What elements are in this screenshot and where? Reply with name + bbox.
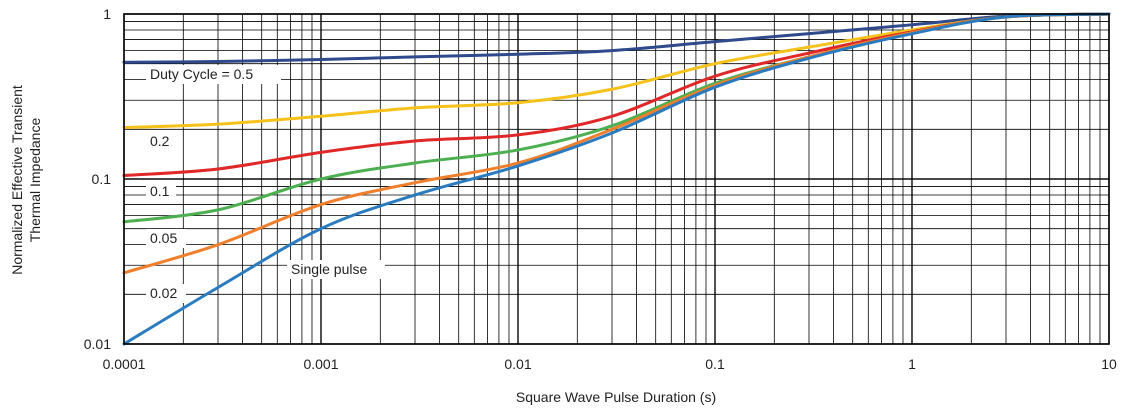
x-axis-title: Square Wave Pulse Duration (s): [516, 389, 716, 405]
series-label-0-1: 0.1: [150, 183, 170, 199]
x-tick-labels: 0.0001 0.001 0.01 0.1 1 10: [103, 356, 1117, 372]
grid: [123, 13, 1110, 345]
series-labels: Duty Cycle = 0.5 0.2 0.1 0.05 0.02 Single pul…: [150, 66, 367, 301]
series-label-duty-cycle-0-5: Duty Cycle = 0.5: [150, 66, 253, 82]
series-label-background: [146, 182, 176, 201]
series-line-duty-cycle-0-5: [122, 12, 1111, 64]
series-label-0-05: 0.05: [150, 230, 177, 246]
series-label-background: [287, 260, 385, 279]
y-tick-label: 0.01: [84, 336, 111, 352]
y-tick-labels: 0.01 0.1 1: [84, 6, 111, 352]
series-label-0-2: 0.2: [150, 133, 170, 149]
series-label-0-02: 0.02: [150, 285, 177, 301]
y-tick-label: 1: [103, 6, 111, 22]
series-label-single-pulse: Single pulse: [291, 261, 367, 277]
x-tick-label: 0.1: [705, 356, 725, 372]
label-backgrounds: [146, 65, 385, 303]
series-label-background: [146, 284, 186, 303]
x-tick-label: 0.0001: [103, 356, 146, 372]
plot-frame: [123, 13, 1110, 345]
y-axis-title-line-2: Thermal Impedance: [27, 118, 43, 243]
y-axis-title-line-1: Normalized Effective Transient: [9, 85, 25, 275]
series-label-background: [146, 229, 186, 248]
series-line-single-pulse: [122, 12, 1111, 346]
plot-border: [123, 13, 1110, 345]
x-tick-label: 10: [1101, 356, 1117, 372]
x-tick-label: 0.001: [303, 356, 338, 372]
y-tick-label: 0.1: [92, 171, 112, 187]
series-label-background: [146, 132, 176, 151]
x-tick-label: 0.01: [504, 356, 531, 372]
series-label-background: [146, 65, 281, 84]
series-lines: [122, 12, 1111, 346]
x-tick-label: 1: [908, 356, 916, 372]
